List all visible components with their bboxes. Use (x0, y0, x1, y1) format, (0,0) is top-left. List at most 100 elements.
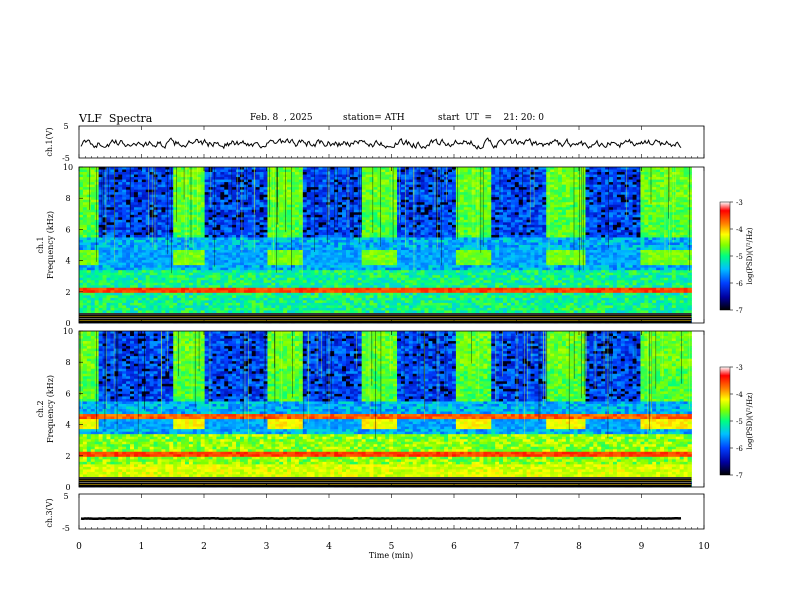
spectrogram-cell (326, 222, 331, 226)
spectrogram-cell (157, 295, 162, 299)
spectrogram-cell (318, 194, 323, 198)
spectrogram-cell (200, 292, 206, 296)
spectrogram-cell (338, 219, 343, 223)
spectrogram-cell (302, 287, 308, 291)
spectrogram-cell (255, 209, 261, 213)
spectrogram-cell (173, 282, 178, 286)
spectrogram-cell (177, 224, 182, 228)
spectrogram-cell (196, 167, 202, 170)
spectrogram-cell (204, 310, 209, 314)
spectrogram-cell (188, 267, 194, 271)
spectrogram-cell (263, 232, 268, 236)
spectrogram-cell (137, 237, 143, 241)
spectrogram-cell (165, 277, 170, 281)
spectrogram-cell (381, 307, 386, 311)
spectrogram-cell (181, 167, 186, 170)
spectrogram-cell (306, 252, 312, 256)
spectrogram-cell (216, 224, 221, 228)
start-ut-label: start UT = 21: 20: 0 (438, 113, 544, 123)
spectrogram-cell (377, 310, 382, 314)
spectrogram-cell (145, 300, 151, 304)
spectrogram-cell (353, 237, 359, 241)
spectrogram-cell (173, 260, 178, 264)
spectrogram-cell (302, 207, 308, 211)
spectrogram-cell (94, 209, 100, 213)
spectrogram-cell (185, 217, 190, 221)
spectrogram-cell (306, 292, 312, 296)
spectrogram-cell (377, 307, 382, 311)
spectrogram-cell (330, 207, 335, 211)
spectrogram-cell (247, 270, 253, 274)
spectrogram-cell (126, 224, 131, 228)
spectrogram-cell (130, 287, 135, 291)
spectrogram-cell (228, 207, 233, 211)
spectrogram-cell (381, 260, 386, 264)
spectrogram-cell (224, 212, 229, 216)
spectrogram-cell (251, 267, 257, 271)
spectrogram-cell (247, 167, 253, 170)
spectrogram-cell (224, 217, 229, 221)
spectrogram-cell (267, 262, 272, 266)
spectrogram-cell (122, 245, 127, 248)
spectrogram-cell (141, 207, 147, 211)
spectrogram-cell (255, 305, 261, 309)
spectrogram-cell (306, 277, 312, 281)
spectrogram-cell (243, 222, 249, 226)
spectrogram-cell (298, 187, 304, 191)
spectrogram-cell (373, 282, 378, 286)
spectrogram-cell (173, 187, 178, 191)
spectrogram-cell (236, 257, 241, 261)
spectrogram-cell (342, 247, 347, 251)
spectrogram-cell (302, 295, 308, 299)
spectrogram-cell (228, 239, 233, 243)
spectrogram-cell (279, 310, 284, 314)
spectrogram-cell (79, 207, 84, 211)
spectrogram-cell (353, 305, 359, 309)
spectrogram-cell (90, 280, 96, 284)
spectrogram-cell (353, 282, 359, 286)
spectrogram-cell (330, 297, 335, 301)
spectrogram-cell (86, 212, 92, 216)
spectrogram-cell (353, 250, 359, 253)
spectrogram-cell (291, 192, 296, 196)
spectrogram-cell (157, 167, 162, 170)
spectrogram-cell (220, 250, 225, 253)
spectrogram-cell (393, 194, 398, 198)
spectrogram-cell (353, 227, 359, 231)
spectrogram-cell (247, 285, 253, 289)
spectrogram-cell (118, 305, 123, 309)
spectrogram-cell (326, 242, 331, 246)
spectrogram-cell (287, 297, 292, 301)
spectrogram-cell (196, 234, 202, 238)
spectrogram-cell (353, 209, 359, 213)
spectrogram-cell (236, 245, 241, 248)
spectrogram-cell (322, 262, 327, 266)
spectrogram-cell (330, 262, 335, 266)
spectrogram-cell (114, 219, 119, 223)
spectrogram-cell (287, 224, 292, 228)
spectrogram-cell (86, 242, 92, 246)
spectrogram-cell (145, 227, 151, 231)
spectrogram-cell (114, 177, 119, 180)
spectrogram-cell (342, 307, 347, 311)
spectrogram-cell (122, 302, 127, 306)
spectrogram-cell (365, 272, 370, 276)
spectrogram-cell (86, 250, 92, 253)
spectrogram-cell (185, 292, 190, 296)
spectrogram-cell (220, 285, 225, 289)
spectrogram-cell (365, 250, 370, 253)
spectrogram-cell (188, 300, 194, 304)
spectrogram-cell (94, 172, 100, 175)
spectrogram-cell (102, 229, 107, 233)
spectrogram-cell (106, 189, 111, 193)
spectrogram-cell (291, 177, 296, 180)
spectrogram-cell (133, 257, 139, 261)
spectrogram-cell (192, 167, 198, 170)
spectrogram-cell (130, 267, 135, 271)
spectrogram-cell (255, 214, 261, 218)
spectrogram-cell (133, 265, 139, 269)
spectrogram-cell (322, 212, 327, 216)
spectrogram-cell (114, 189, 119, 193)
spectrogram-cell (110, 247, 115, 251)
spectrogram-cell (314, 275, 319, 279)
